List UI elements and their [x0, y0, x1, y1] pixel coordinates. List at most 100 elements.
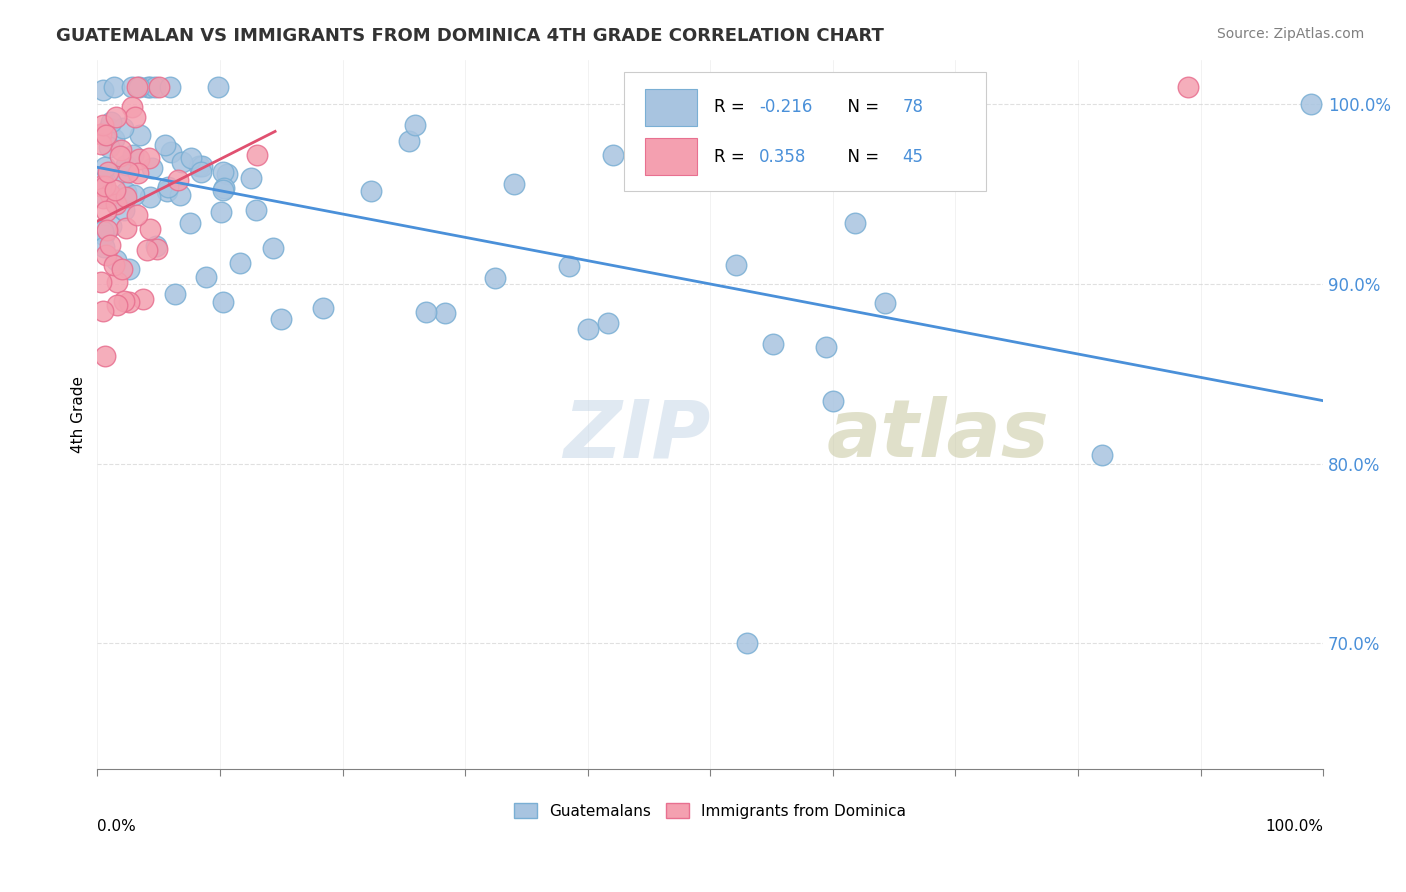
Point: [212, 181, 235, 195]
FancyBboxPatch shape: [645, 88, 697, 126]
Point: [114, 185, 136, 199]
Point: [90, 179, 112, 194]
Point: [146, 242, 169, 256]
Point: [128, 79, 150, 94]
Point: [90, 275, 112, 289]
Text: N =: N =: [837, 98, 884, 116]
Point: [91, 119, 114, 133]
Point: [93, 239, 115, 253]
Text: 100.0%: 100.0%: [1265, 819, 1323, 834]
Point: [312, 301, 335, 315]
Point: [98, 238, 121, 252]
Point: [122, 188, 145, 202]
Point: [98, 140, 121, 154]
Point: [114, 190, 136, 204]
Point: [96, 189, 118, 203]
Point: [139, 190, 162, 204]
Text: 0.0%: 0.0%: [97, 819, 136, 834]
Point: [148, 79, 170, 94]
Point: [1299, 97, 1322, 112]
Point: [172, 154, 194, 169]
Point: [558, 259, 581, 273]
Point: [103, 258, 125, 272]
Point: [415, 305, 437, 319]
Point: [121, 79, 143, 94]
Point: [212, 294, 235, 309]
Point: [105, 298, 128, 312]
Point: [100, 115, 122, 129]
Point: [157, 180, 180, 194]
Text: N =: N =: [837, 148, 884, 166]
Point: [96, 223, 118, 237]
Point: [124, 110, 146, 124]
Point: [91, 191, 114, 205]
Point: [191, 159, 214, 173]
Point: [139, 79, 162, 94]
Point: [104, 182, 127, 196]
Point: [602, 147, 624, 161]
Point: [103, 79, 125, 94]
Point: [190, 165, 212, 179]
Point: [1177, 79, 1199, 94]
Point: [217, 167, 239, 181]
FancyBboxPatch shape: [624, 71, 986, 191]
Point: [360, 184, 382, 198]
Point: [125, 208, 148, 222]
Point: [127, 166, 149, 180]
Point: [180, 151, 202, 165]
Point: [179, 216, 201, 230]
Point: [404, 118, 426, 132]
Point: [270, 312, 292, 326]
Point: [160, 145, 183, 159]
Point: [105, 276, 128, 290]
Text: R =: R =: [714, 148, 755, 166]
Point: [875, 296, 897, 310]
Y-axis label: 4th Grade: 4th Grade: [72, 376, 86, 452]
Point: [117, 165, 139, 179]
Point: [143, 79, 166, 94]
Point: [132, 292, 155, 306]
Point: [209, 205, 232, 219]
Point: [762, 337, 785, 351]
Point: [139, 222, 162, 236]
Point: [97, 120, 120, 135]
Point: [188, 159, 211, 173]
Point: [821, 393, 844, 408]
Point: [153, 138, 176, 153]
Point: [115, 220, 138, 235]
Point: [104, 111, 127, 125]
Point: [121, 99, 143, 113]
Point: [815, 340, 838, 354]
Point: [103, 132, 125, 146]
Point: [122, 148, 145, 162]
Point: [129, 128, 152, 143]
Point: [145, 239, 167, 253]
Point: [94, 349, 117, 363]
Point: [112, 121, 135, 136]
Point: [245, 202, 267, 217]
Text: Source: ZipAtlas.com: Source: ZipAtlas.com: [1216, 27, 1364, 41]
Point: [138, 151, 160, 165]
Legend: Guatemalans, Immigrants from Dominica: Guatemalans, Immigrants from Dominica: [508, 797, 912, 825]
Point: [90, 136, 112, 151]
Point: [212, 182, 235, 196]
Point: [90, 127, 112, 141]
Point: [93, 224, 115, 238]
Text: ZIP: ZIP: [564, 396, 710, 475]
Point: [576, 322, 599, 336]
Point: [111, 165, 134, 179]
Point: [93, 83, 115, 97]
Point: [207, 79, 229, 94]
Point: [240, 171, 263, 186]
Point: [1091, 448, 1114, 462]
Point: [98, 186, 121, 201]
Text: atlas: atlas: [827, 396, 1049, 475]
Point: [111, 262, 134, 277]
Point: [433, 306, 456, 320]
Point: [127, 79, 149, 94]
Point: [115, 158, 138, 172]
Text: 0.358: 0.358: [759, 148, 807, 166]
Point: [136, 79, 159, 94]
Point: [94, 247, 117, 261]
Point: [725, 258, 748, 272]
